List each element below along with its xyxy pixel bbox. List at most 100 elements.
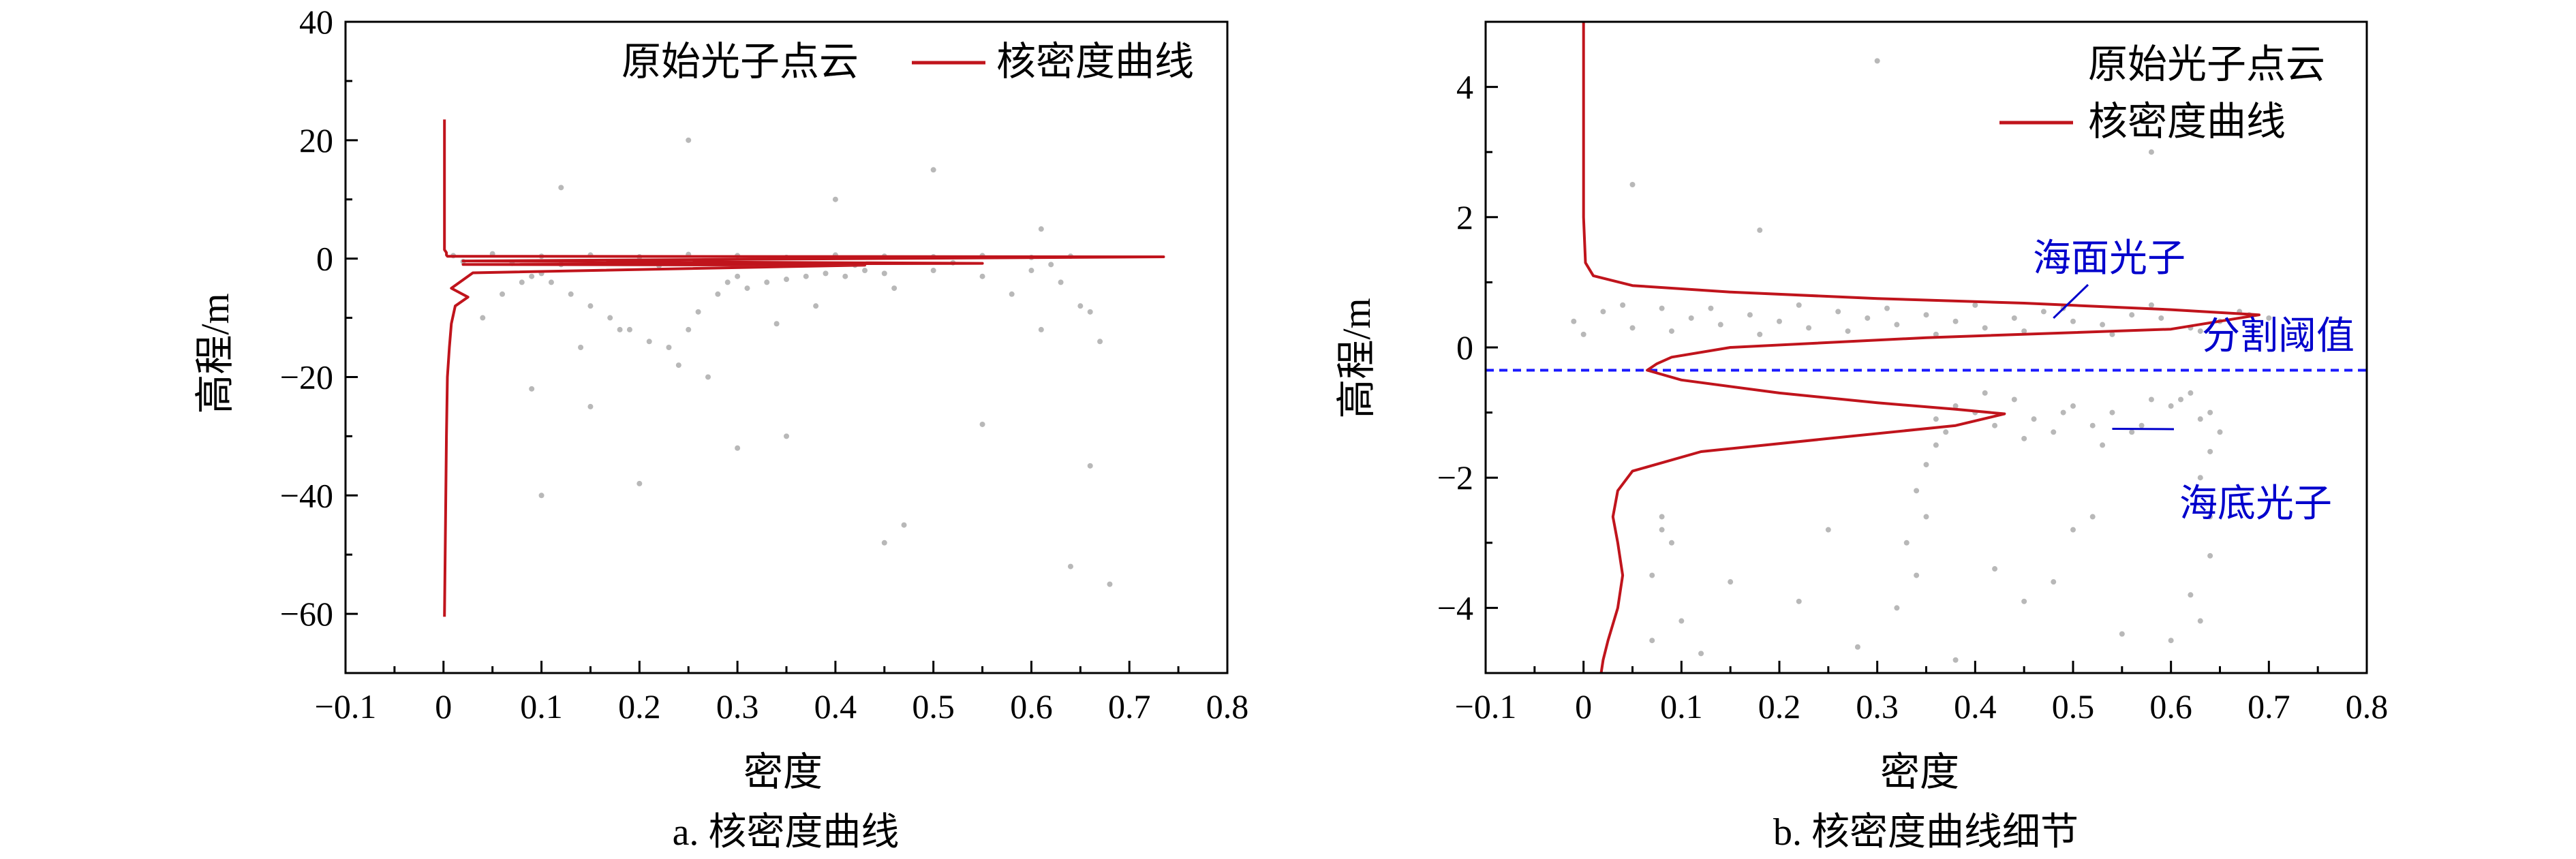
data-point	[1796, 598, 1802, 604]
data-point	[2011, 396, 2017, 403]
data-point	[1854, 644, 1860, 650]
data-point	[1777, 318, 1782, 324]
data-point	[1923, 312, 1929, 318]
data-point	[842, 273, 848, 279]
data-point	[1728, 579, 1734, 585]
data-point	[1688, 315, 1694, 321]
legend-label-points: 原始光子点云	[2088, 42, 2325, 87]
data-point	[1009, 291, 1015, 297]
data-point	[529, 386, 535, 392]
data-point	[2148, 396, 2154, 403]
data-point	[2129, 429, 2135, 435]
data-point	[930, 268, 936, 274]
data-point	[1067, 563, 1073, 569]
x-tick-label: 0.8	[2346, 687, 2389, 725]
data-point	[1600, 309, 1606, 315]
data-point	[1668, 328, 1674, 334]
data-point	[607, 315, 613, 321]
data-point	[2207, 514, 2213, 520]
data-point	[637, 480, 643, 486]
annotation-leader-line	[2053, 283, 2089, 319]
data-point	[2188, 592, 2194, 598]
panel-b-point-layer	[1571, 58, 2272, 663]
data-point	[1972, 302, 1978, 308]
data-point	[1952, 318, 1959, 324]
data-point	[2021, 598, 2027, 604]
data-point	[979, 421, 985, 427]
data-point	[2060, 409, 2066, 416]
data-point	[1835, 309, 1841, 315]
panel-b-y-axis-title: 高程/m	[1334, 298, 1379, 418]
y-tick-label: 0	[1456, 328, 1473, 366]
x-tick-label: 0.3	[1856, 687, 1899, 725]
data-point	[2129, 312, 2135, 318]
y-tick-label: 40	[299, 3, 333, 41]
data-point	[832, 196, 838, 202]
data-point	[2031, 416, 2037, 422]
legend-label-points: 原始光子点云	[622, 40, 859, 84]
data-point	[891, 285, 898, 292]
data-point	[1659, 527, 1665, 533]
data-point	[1757, 227, 1763, 233]
panel-a-x-axis-title: 密度	[743, 750, 823, 794]
data-point	[2070, 318, 2076, 324]
data-point	[2148, 302, 2154, 308]
x-tick-label: 0.2	[1758, 687, 1801, 725]
y-tick-label: −20	[280, 358, 333, 396]
data-point	[705, 374, 711, 380]
data-point	[2207, 448, 2213, 454]
data-point	[2089, 514, 2096, 520]
data-point	[1659, 305, 1665, 311]
y-tick-label: −40	[280, 476, 333, 514]
x-tick-label: 0	[435, 687, 452, 725]
data-point	[2109, 409, 2115, 416]
data-point	[548, 279, 554, 285]
panel-a-caption: a. 核密度曲线	[673, 811, 900, 854]
panel-a-line-layer	[443, 119, 1165, 617]
panel-a-y-axis-title: 高程/m	[193, 293, 237, 413]
data-point	[1028, 268, 1034, 274]
data-point	[2266, 315, 2272, 321]
legend-label-kde: 核密度曲线	[996, 40, 1194, 84]
data-point	[695, 309, 701, 315]
data-point	[1884, 305, 1890, 311]
data-point	[558, 185, 564, 191]
data-point	[675, 362, 681, 369]
data-point	[578, 345, 584, 350]
data-point	[1620, 302, 1626, 308]
data-point	[529, 273, 535, 279]
data-point	[2021, 328, 2027, 334]
data-point	[2051, 579, 2057, 585]
data-point	[2109, 331, 2115, 337]
data-point	[1796, 302, 1802, 308]
data-point	[1933, 416, 1939, 422]
x-tick-label: 0.2	[618, 687, 661, 725]
data-point	[2207, 552, 2213, 559]
x-tick-label: 0.5	[2052, 687, 2095, 725]
data-point	[1077, 303, 1084, 309]
panel-a-legend: 原始光子点云 核密度曲线	[622, 40, 1194, 84]
data-point	[1649, 638, 1655, 644]
data-point	[2188, 390, 2194, 396]
data-point	[2197, 475, 2203, 481]
panel-b-x-axis-title: 密度	[1880, 750, 1959, 794]
data-point	[735, 445, 741, 451]
data-point	[1698, 651, 1704, 657]
data-point	[2119, 631, 2125, 637]
panel-a-plot-frame	[344, 20, 1229, 674]
kde-series-line	[443, 119, 1165, 617]
data-point	[930, 167, 936, 173]
data-point	[1629, 325, 1636, 331]
data-point	[2168, 638, 2174, 644]
data-point	[803, 273, 809, 279]
data-point	[1933, 442, 1939, 448]
data-point	[1757, 331, 1763, 337]
data-point	[1943, 429, 1949, 435]
data-point	[1874, 58, 1880, 64]
data-point	[784, 277, 789, 283]
data-point	[735, 273, 741, 279]
data-point	[646, 339, 652, 345]
data-point	[773, 321, 780, 327]
data-point	[617, 326, 623, 332]
data-point	[1649, 572, 1655, 578]
